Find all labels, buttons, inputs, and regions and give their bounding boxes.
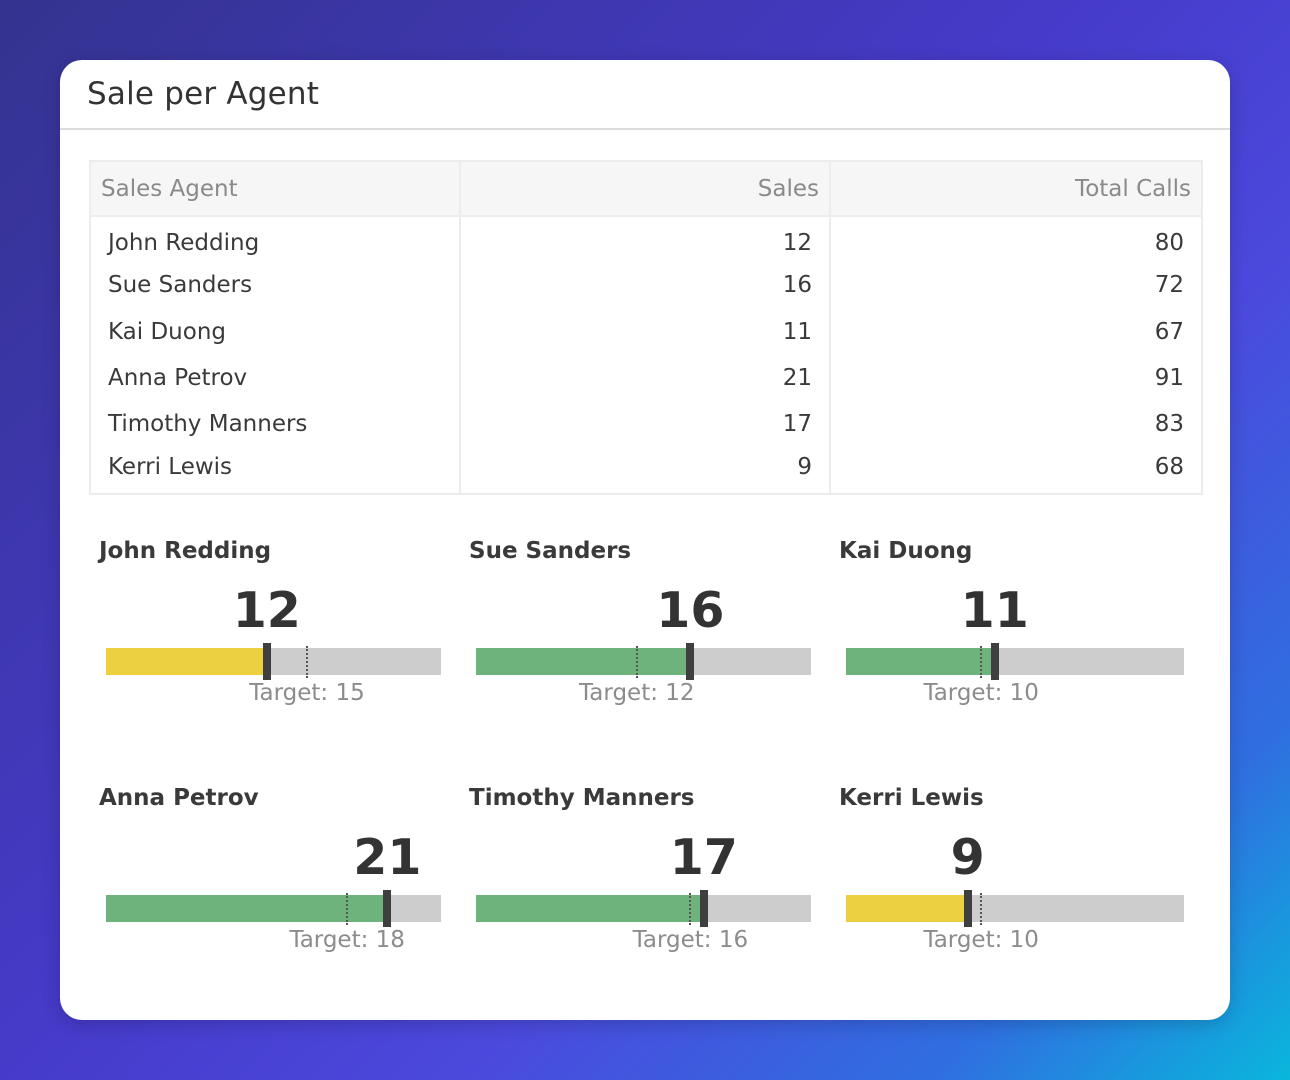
gauge-value-marker xyxy=(699,890,708,927)
column-header-sales-agent[interactable]: Sales Agent xyxy=(90,161,460,217)
gauge-fill xyxy=(476,895,704,922)
card-header: Sale per Agent xyxy=(60,60,1230,130)
card-title: Sale per Agent xyxy=(87,76,320,112)
gauge-anna-petrov: Anna Petrov 21 Target: 18 xyxy=(99,785,459,985)
gauge-track xyxy=(106,643,441,680)
column-header-sales[interactable]: Sales xyxy=(459,161,830,217)
gauge-target-line xyxy=(980,646,983,678)
total-calls-cell: 80 xyxy=(829,216,1202,263)
table-row: Kerri Lewis 9 68 xyxy=(90,447,1202,494)
sales-cell: 11 xyxy=(459,308,830,355)
gauge-john-redding: John Redding 12 Target: 15 xyxy=(99,538,459,738)
gauge-timothy-manners: Timothy Manners 17 Target: 16 xyxy=(469,785,829,985)
total-calls-cell: 68 xyxy=(829,447,1202,494)
gauge-target-line xyxy=(306,646,308,678)
gauge-fill xyxy=(106,895,388,922)
gauge-kai-duong: Kai Duong 11 Target: 10 xyxy=(839,538,1199,738)
gauge-target-label: Target: 12 xyxy=(579,680,695,706)
gauge-target-label: Target: 18 xyxy=(289,927,405,953)
gauge-title: Anna Petrov xyxy=(99,785,259,811)
agent-name-cell: John Redding xyxy=(108,229,260,256)
gauge-fill xyxy=(476,648,691,675)
gauge-title: Kerri Lewis xyxy=(839,785,984,811)
gauge-title: John Redding xyxy=(99,538,272,564)
sales-cell: 17 xyxy=(459,401,830,448)
sales-cell: 16 xyxy=(459,262,830,309)
agent-name-cell: Timothy Manners xyxy=(108,411,308,438)
total-calls-cell: 83 xyxy=(829,401,1202,448)
gauge-target-label: Target: 16 xyxy=(632,927,749,953)
gauge-fill xyxy=(846,648,995,675)
sales-table-container: Sales Agent Sales Total Calls John Reddi… xyxy=(89,160,1203,495)
gauge-target-line xyxy=(635,646,638,678)
sales-cell: 9 xyxy=(459,447,830,494)
sale-per-agent-card: Sale per Agent Sales Agent Sales Total C… xyxy=(60,60,1230,1020)
total-calls-cell: 91 xyxy=(829,354,1202,402)
gauge-target-line xyxy=(689,893,692,925)
gauge-target-label: Target: 10 xyxy=(923,680,1039,706)
table-row: Kai Duong 11 67 xyxy=(90,308,1202,355)
table-row: Sue Sanders 16 72 xyxy=(90,262,1202,309)
table-row: John Redding 12 80 xyxy=(90,216,1202,263)
gauge-kerri-lewis: Kerri Lewis 9 Target: 10 xyxy=(839,785,1199,985)
gauge-track xyxy=(846,643,1184,680)
gauge-track xyxy=(476,890,811,927)
gauge-value: 11 xyxy=(960,582,1029,639)
gauge-track xyxy=(106,890,441,927)
column-header-total-calls[interactable]: Total Calls xyxy=(829,161,1202,217)
agent-name-cell: Anna Petrov xyxy=(108,365,248,392)
agent-gauges-grid: John Redding 12 Target: 15 Sue Sanders 1… xyxy=(60,60,1230,1020)
gauge-value-marker xyxy=(686,643,695,680)
gauge-target-label: Target: 10 xyxy=(923,927,1039,953)
gauge-title: Kai Duong xyxy=(839,538,973,564)
gauge-value-marker xyxy=(990,643,999,680)
gauge-track xyxy=(846,890,1184,927)
gauge-track xyxy=(476,643,811,680)
gauge-value-marker xyxy=(963,890,972,927)
gauge-value: 21 xyxy=(353,829,422,886)
gauge-target-label: Target: 15 xyxy=(249,680,365,706)
gauge-title: Sue Sanders xyxy=(469,538,632,564)
gauge-value: 9 xyxy=(950,829,985,886)
table-row: Timothy Manners 17 83 xyxy=(90,401,1202,448)
gauge-sue-sanders: Sue Sanders 16 Target: 12 xyxy=(469,538,829,738)
gauge-value-marker xyxy=(383,890,392,927)
agent-name-cell: Kerri Lewis xyxy=(108,454,233,481)
total-calls-cell: 72 xyxy=(829,262,1202,309)
gauge-value: 17 xyxy=(669,829,738,886)
agent-name-cell: Sue Sanders xyxy=(108,272,253,299)
sales-table: Sales Agent Sales Total Calls John Reddi… xyxy=(89,160,1203,495)
total-calls-cell: 67 xyxy=(829,308,1202,355)
gauge-target-line xyxy=(980,893,983,925)
sales-cell: 12 xyxy=(459,216,830,263)
gauge-title: Timothy Manners xyxy=(469,785,695,811)
gauge-value: 12 xyxy=(232,582,301,639)
sales-cell: 21 xyxy=(459,354,830,402)
gauge-value-marker xyxy=(262,643,271,680)
gauge-fill xyxy=(846,895,968,922)
gauge-fill xyxy=(106,648,267,675)
table-header-row: Sales Agent Sales Total Calls xyxy=(90,161,1202,217)
agent-name-cell: Kai Duong xyxy=(108,318,227,345)
table-row: Anna Petrov 21 91 xyxy=(90,354,1202,402)
gauge-target-line xyxy=(346,893,349,925)
gauge-value: 16 xyxy=(656,582,725,639)
